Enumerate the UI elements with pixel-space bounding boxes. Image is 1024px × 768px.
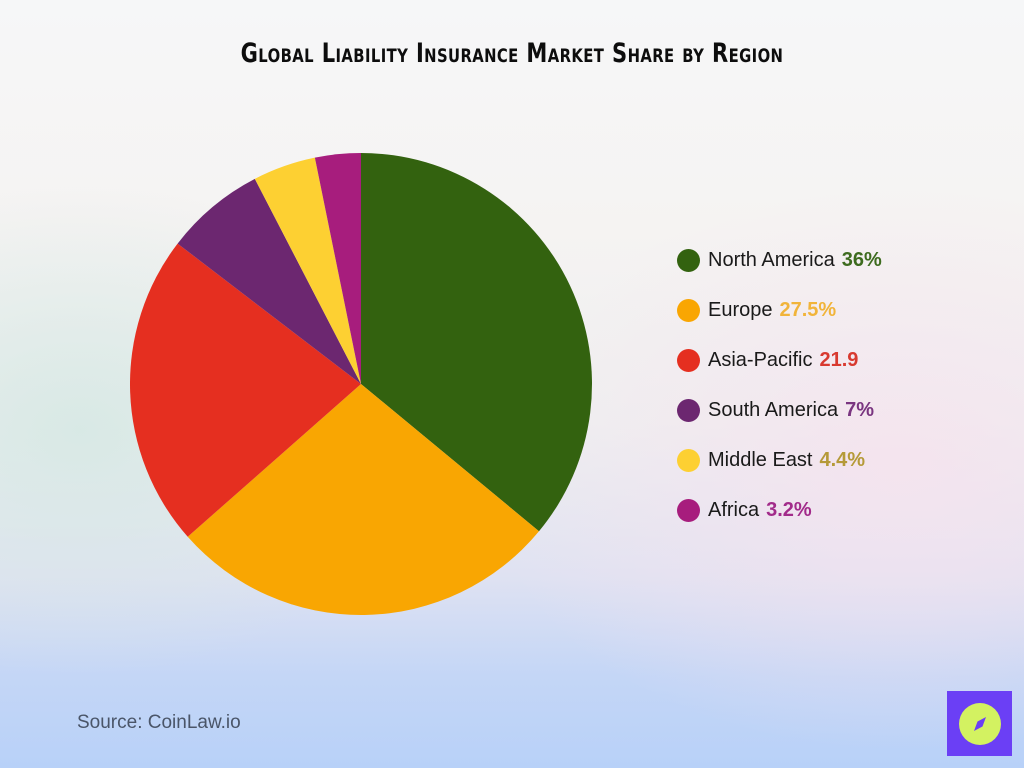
brand-logo [947, 691, 1012, 756]
legend-dot-icon [677, 449, 700, 473]
legend-value: 3.2% [766, 499, 812, 522]
legend-label: Europe [708, 298, 773, 321]
pie-slices [129, 153, 592, 615]
legend-label: Middle East [708, 449, 813, 472]
compass-icon [958, 702, 1001, 745]
legend-item-south-america: South America 7% [677, 396, 882, 426]
chart-title: Global Liability Insurance Market Share … [240, 38, 784, 69]
legend-item-north-america: North America 36% [677, 245, 882, 275]
legend-item-middle-east: Middle East 4.4% [677, 446, 882, 476]
pie-slice-europe [187, 384, 539, 615]
source-note: Source: CoinLaw.io [77, 712, 241, 733]
legend-label: Asia-Pacific [708, 348, 813, 371]
legend-dot-icon [677, 399, 700, 423]
legend-dot-icon [677, 248, 700, 272]
legend-item-europe: Europe 27.5% [677, 295, 882, 325]
legend-dot-icon [677, 499, 700, 523]
legend-label: North America [708, 248, 835, 271]
legend-dot-icon [677, 298, 700, 322]
pie-slice-north-america [361, 153, 592, 532]
legend-value: 21.9 [819, 348, 859, 371]
legend-value: 27.5% [779, 298, 837, 321]
legend-value: 4.4% [819, 449, 866, 472]
legend-label: South America [708, 399, 839, 422]
legend-item-asia-pacific: Asia-Pacific 21.9 [677, 345, 882, 375]
pie-slice-africa [314, 153, 361, 384]
pie-slice-asia-pacific [129, 243, 361, 537]
pie-slice-south-america [177, 178, 361, 384]
legend-value: 36% [841, 248, 882, 271]
pie-slice-middle-east [254, 157, 361, 384]
legend-dot-icon [677, 348, 700, 372]
legend-item-africa: Africa 3.2% [677, 496, 882, 526]
legend: North America 36% Europe 27.5% Asia-Paci… [677, 245, 882, 546]
legend-value: 7% [845, 399, 874, 422]
legend-label: Africa [708, 499, 760, 522]
